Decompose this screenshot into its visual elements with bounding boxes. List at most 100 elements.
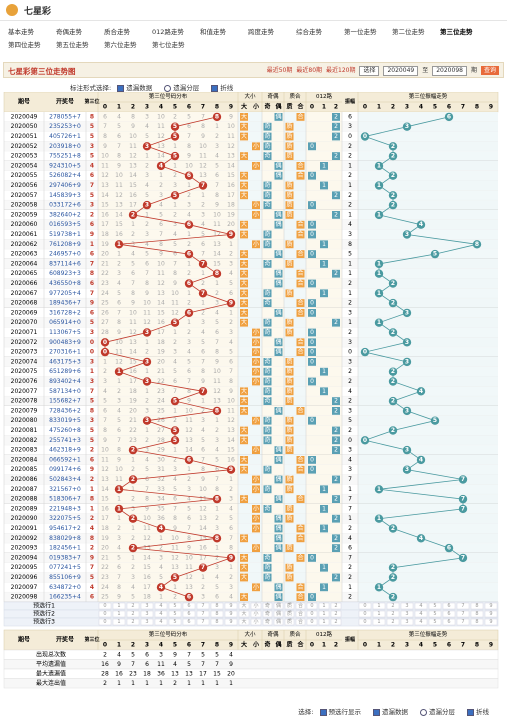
option-text[interactable]: 遗漏数据	[382, 708, 408, 716]
omission: 21	[129, 417, 137, 424]
amplitude: 3	[348, 123, 352, 130]
section-bg	[262, 396, 284, 406]
preselect-cell	[306, 610, 318, 618]
prime-hit	[285, 416, 294, 425]
preselect-cell	[224, 610, 238, 618]
quick-link[interactable]: 最近80期	[296, 67, 323, 74]
option[interactable]: 折线	[211, 82, 239, 92]
omission: 3	[145, 113, 149, 120]
checkbox[interactable]	[467, 708, 474, 716]
parity-hit	[263, 416, 272, 425]
sub-header: 9	[229, 642, 233, 649]
query-button[interactable]: 查询	[480, 66, 499, 75]
quick-link[interactable]: 最近120期	[326, 67, 356, 74]
hit-ball	[142, 328, 152, 337]
size-hit	[252, 240, 260, 249]
road-label: 2	[334, 319, 338, 326]
issue: 2020073	[11, 349, 38, 356]
size-label: 大	[241, 573, 247, 581]
checkbox[interactable]	[117, 84, 125, 92]
hit-ball	[212, 534, 222, 543]
hit-digit: 0	[103, 349, 107, 356]
option-text[interactable]: 遗漏分层	[173, 84, 200, 92]
radio[interactable]	[164, 84, 172, 92]
hit-digit: 9	[229, 466, 233, 473]
nav-link[interactable]: 第七位走势	[152, 41, 185, 49]
draw-number: 755251+8	[49, 153, 81, 160]
nav-link[interactable]: 综合走势	[296, 28, 322, 36]
omission: 4	[173, 358, 177, 365]
section-bg	[358, 553, 498, 563]
checkbox[interactable]	[319, 708, 327, 716]
amp-digit: 2	[391, 378, 395, 385]
nav-link[interactable]: 和值走势	[200, 28, 226, 36]
option[interactable]: 遗漏分层	[164, 82, 205, 92]
nav-link[interactable]: 第三位走势	[440, 28, 473, 36]
omission: 14	[213, 251, 221, 258]
amplitude: 5	[348, 417, 352, 424]
omission: 7	[187, 525, 191, 532]
option-text[interactable]: 遗漏分层	[429, 708, 455, 716]
radio[interactable]	[420, 708, 427, 716]
nav-link[interactable]: 第二位走势	[392, 28, 425, 36]
omission: 5	[187, 505, 191, 512]
hit-digit: 4	[159, 162, 163, 169]
section-bg	[284, 317, 306, 328]
nav-link[interactable]: 第六位走势	[104, 41, 137, 49]
header-cell: 振幅	[345, 98, 355, 105]
amplitude: 3	[348, 231, 352, 238]
sub-header: 0	[103, 104, 107, 111]
select-label[interactable]: 选择	[359, 66, 380, 76]
size-hit	[240, 465, 248, 474]
omission: 4	[173, 476, 177, 483]
section-bg	[238, 288, 262, 299]
hit-digit: 8	[215, 270, 219, 277]
nav-link[interactable]: 第五位走势	[56, 41, 89, 49]
option[interactable]: 遗漏数据	[373, 706, 414, 716]
nav-link[interactable]: 基本走势	[8, 28, 34, 36]
nav-link[interactable]: 第四位走势	[8, 41, 41, 49]
option-text[interactable]: 预选行显示	[328, 708, 362, 716]
parity-hit	[263, 299, 272, 307]
amp-digit: 4	[419, 456, 423, 463]
hit-ball	[198, 387, 208, 396]
omission: 13	[115, 202, 123, 209]
section-bg	[284, 347, 306, 357]
checkbox[interactable]	[211, 84, 219, 92]
hit-ball	[142, 416, 152, 425]
position-digit: 9	[90, 300, 94, 307]
to-input[interactable]: 2020098	[432, 66, 467, 76]
omission: 1	[159, 535, 163, 542]
road-hit	[308, 465, 316, 474]
option-text[interactable]: 折线	[220, 84, 234, 92]
option[interactable]: 遗漏数据	[117, 82, 158, 92]
hit-digit: 5	[173, 123, 177, 130]
prime-label: 质	[286, 357, 292, 365]
hit-digit: 6	[187, 221, 191, 228]
amp-ball	[416, 220, 426, 229]
nav-link[interactable]: 跨度走势	[248, 28, 274, 36]
amp-digit: 2	[391, 192, 395, 199]
option[interactable]: 预选行显示	[319, 706, 368, 716]
road-label: 0	[310, 221, 314, 228]
hit-ball	[128, 514, 138, 523]
nav-link[interactable]: 质合走势	[104, 28, 130, 36]
preselect-option: 0	[103, 603, 106, 609]
omission: 3	[201, 417, 205, 424]
prime-hit	[296, 269, 305, 278]
option[interactable]: 遗漏分层	[420, 706, 461, 716]
from-input[interactable]: 2020049	[383, 66, 419, 76]
nav-link[interactable]: 第一位走势	[344, 28, 377, 36]
preselect-option: 9	[229, 611, 232, 617]
option-text[interactable]: 遗漏数据	[126, 84, 153, 92]
omission: 22	[157, 378, 165, 385]
parity-label: 偶	[275, 446, 281, 454]
nav-link[interactable]: 奇偶走势	[56, 28, 82, 36]
option-text[interactable]: 折线	[476, 708, 489, 716]
quick-link[interactable]: 最近50期	[266, 67, 293, 74]
checkbox[interactable]	[373, 708, 380, 716]
section-bg	[238, 474, 262, 485]
option[interactable]: 折线	[467, 706, 495, 716]
nav-link[interactable]: 012路走势	[152, 28, 184, 36]
section-bg	[306, 406, 342, 416]
